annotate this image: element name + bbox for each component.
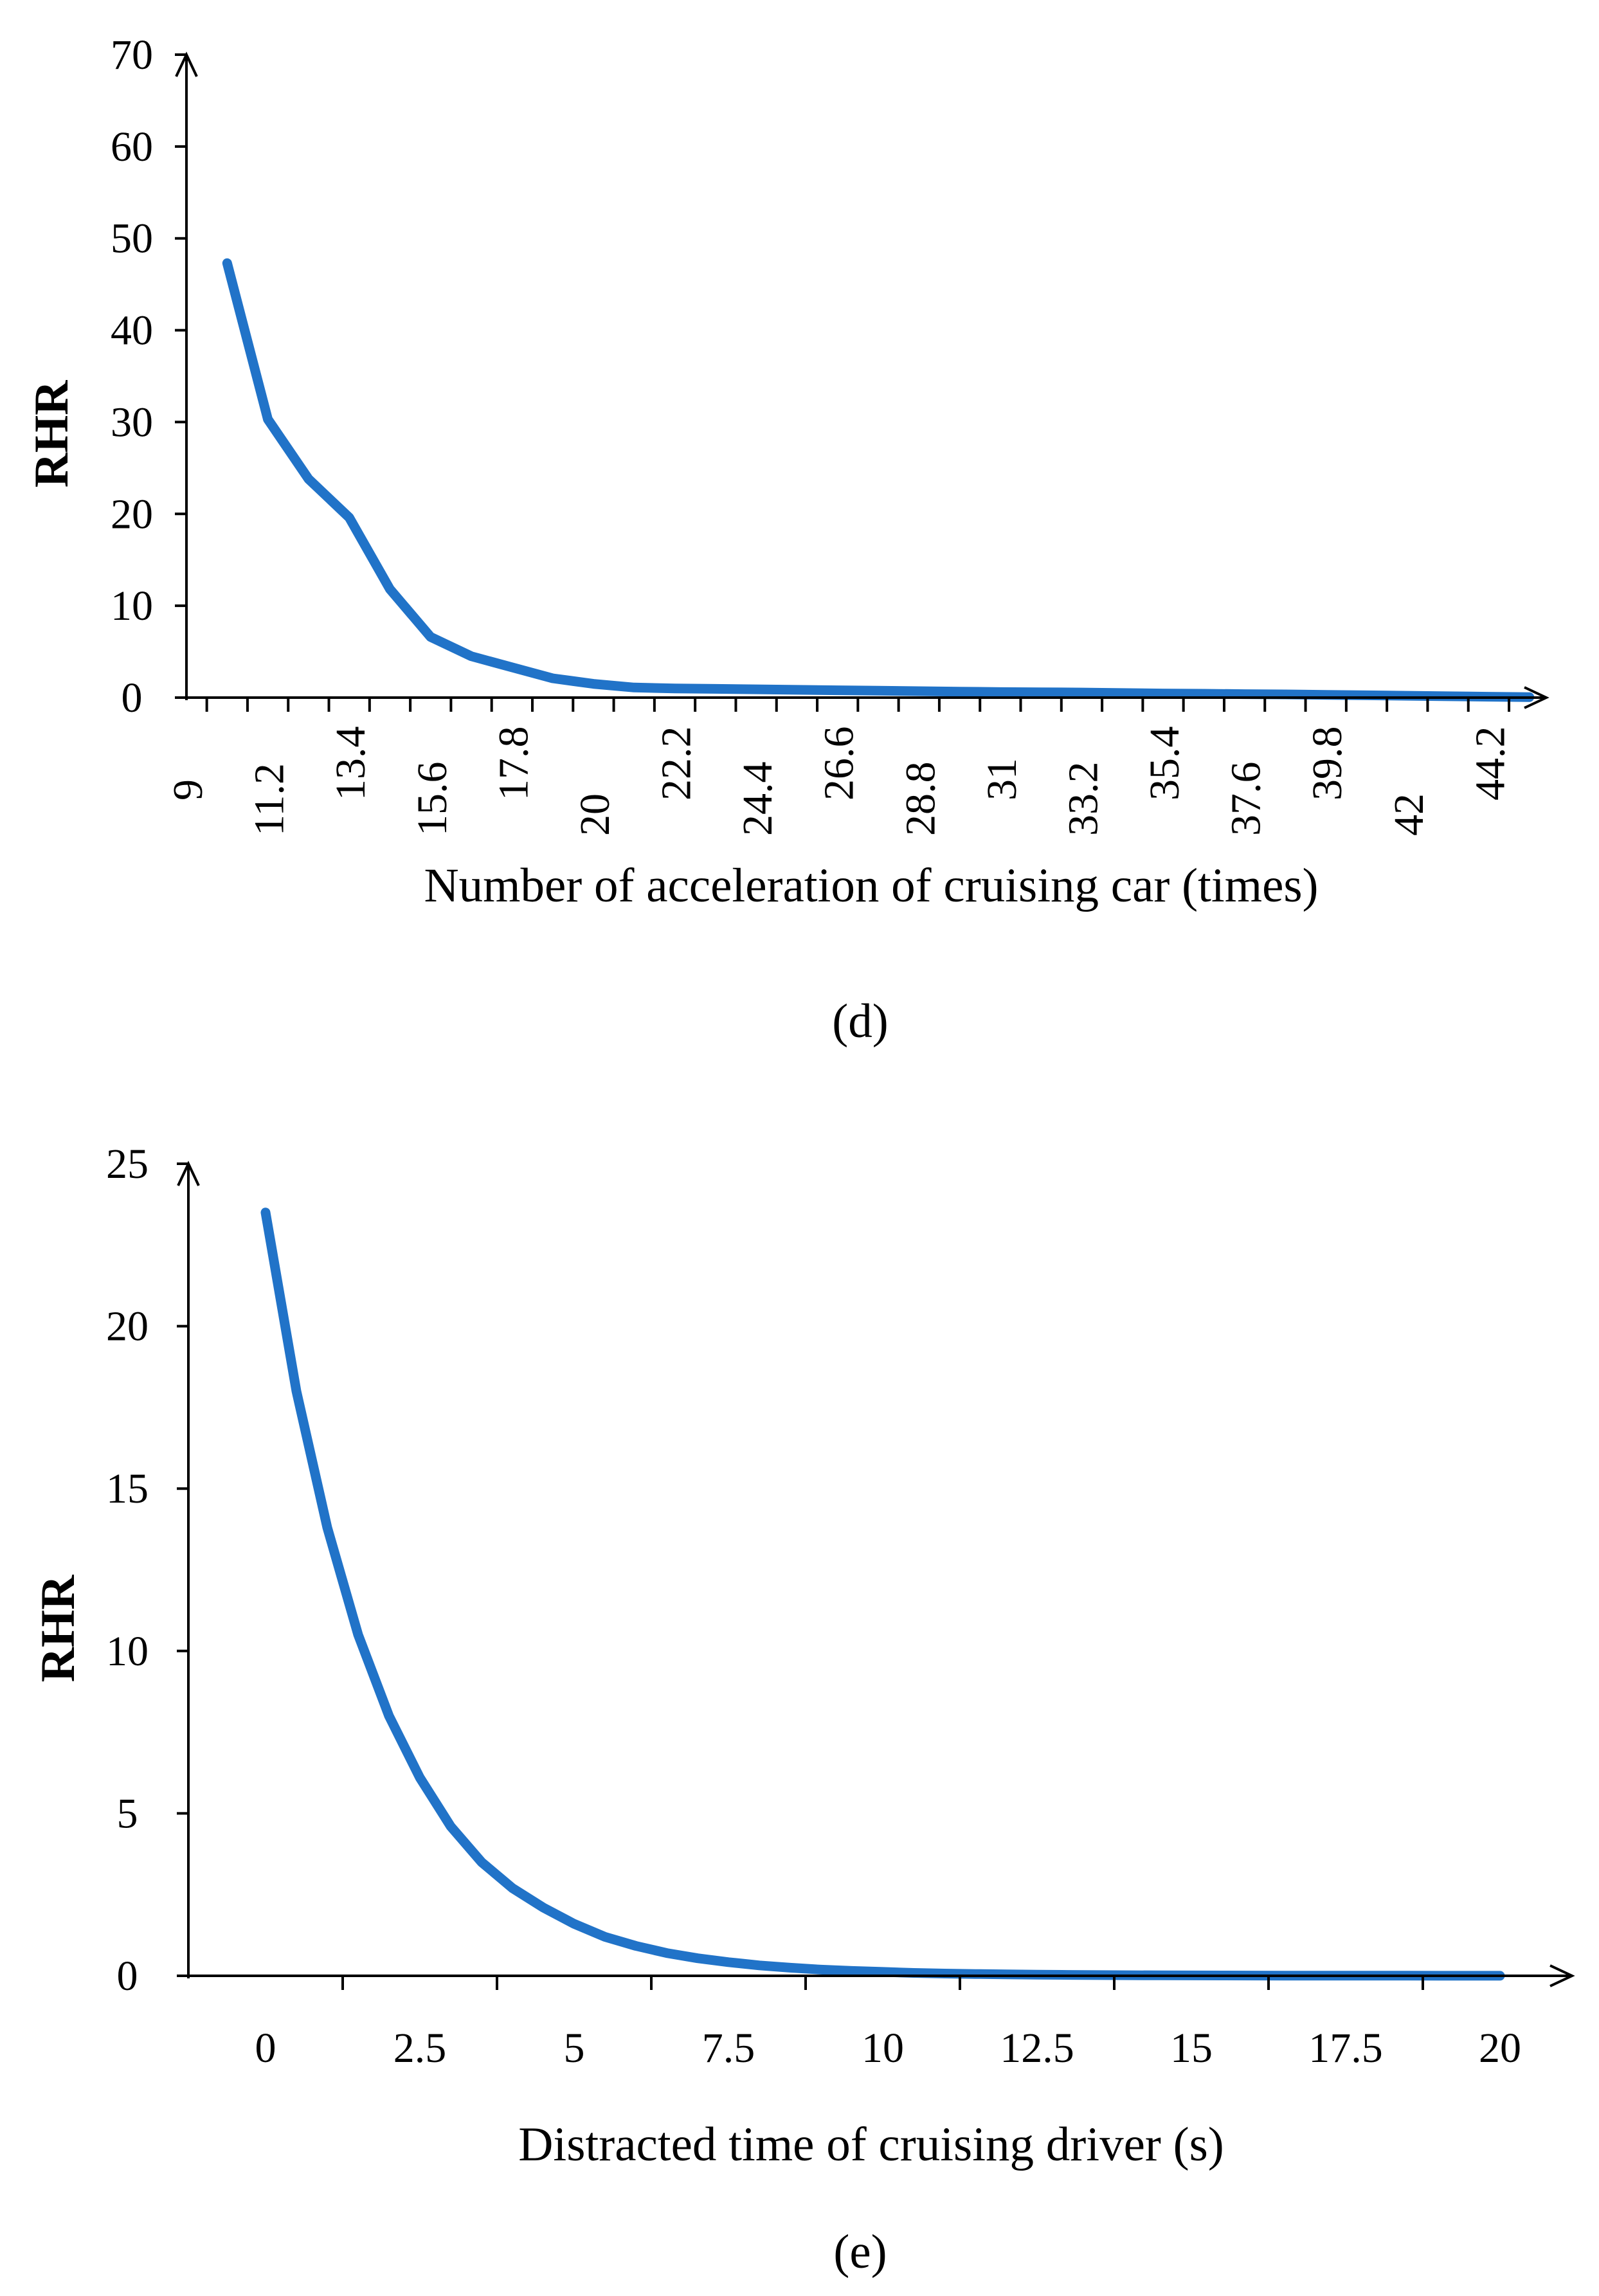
chart-panel-e: 0 5 10 15 20 25 0 2.5 5 7.5 10 12.5 15 17.5 20 Distra…: [32, 1141, 1575, 2279]
x-tick-label: 13.4: [327, 727, 374, 801]
x-tick-label: 2.5: [393, 2025, 447, 2072]
x-tick-label: 12.5: [1000, 2025, 1074, 2072]
y-tick-label: 60: [111, 123, 153, 170]
x-tick-label: 10: [862, 2025, 904, 2072]
y-tick-label: 20: [106, 1303, 149, 1350]
x-tick-label: 44.2: [1467, 727, 1513, 801]
x-tick-label: 15: [1170, 2025, 1213, 2072]
x-tick-label: 20: [572, 793, 619, 836]
x-tick-label: 7.5: [702, 2025, 755, 2072]
series-line-rhr-e: [260, 1207, 1505, 1981]
y-tick-label: 30: [111, 399, 153, 446]
y-tick-label: 15: [106, 1465, 149, 1512]
y-tick-label: 40: [111, 307, 153, 354]
y-tick-label: 0: [117, 1953, 138, 2000]
x-tick-label: 37.6: [1223, 762, 1270, 836]
x-axis-title-d: Number of acceleration of cruising car (…: [424, 859, 1318, 912]
x-axis-arrow-icon: [1549, 1964, 1575, 1987]
y-tick-label: 20: [111, 491, 153, 538]
x-tick-label: 20: [1479, 2025, 1521, 2072]
y-tick-label: 5: [117, 1790, 138, 1837]
x-tick-label: 0: [255, 2025, 276, 2072]
x-tick-label: 28.8: [897, 762, 944, 836]
x-tick-label: 35.4: [1141, 727, 1188, 801]
x-axis-title-e: Distracted time of cruising driver (s): [518, 2118, 1224, 2171]
x-tick-label: 5: [564, 2025, 585, 2072]
y-tick-label: 10: [111, 583, 153, 629]
x-tick-label: 39.8: [1304, 727, 1351, 801]
y-axis-title-d: RHR: [25, 380, 78, 488]
x-tick-label: 22.2: [653, 727, 700, 801]
x-tick-label: 11.2: [246, 763, 293, 836]
y-tick-label: 25: [106, 1141, 149, 1188]
y-tick-label: 50: [111, 215, 153, 262]
x-axis-arrow-icon: [1524, 686, 1549, 709]
panel-label-d: (d): [832, 995, 888, 1048]
y-tick-label: 0: [122, 674, 143, 721]
x-tick-label: 42: [1386, 793, 1432, 836]
x-tick-label: 33.2: [1060, 762, 1107, 836]
x-tick-label: 15.6: [409, 762, 456, 836]
x-tick-label: 9: [165, 779, 212, 800]
y-axis-title-e: RHR: [32, 1575, 85, 1683]
y-tick-label: 70: [111, 32, 153, 78]
y-tick-label: 10: [106, 1628, 149, 1675]
x-tick-label: 24.4: [734, 762, 781, 836]
x-tick-label: 17.8: [490, 727, 537, 801]
chart-panel-d: 0 10 20 30 40 50 60 70 9 11.2 13.4 15.6 17.8 20 22.2 2…: [25, 32, 1549, 1048]
x-tick-label: 31: [979, 758, 1025, 800]
panel-label-e: (e): [833, 2225, 887, 2279]
series-line-rhr-d: [222, 258, 1535, 702]
x-tick-label: 26.6: [816, 727, 863, 801]
x-tick-label: 17.5: [1308, 2025, 1383, 2072]
